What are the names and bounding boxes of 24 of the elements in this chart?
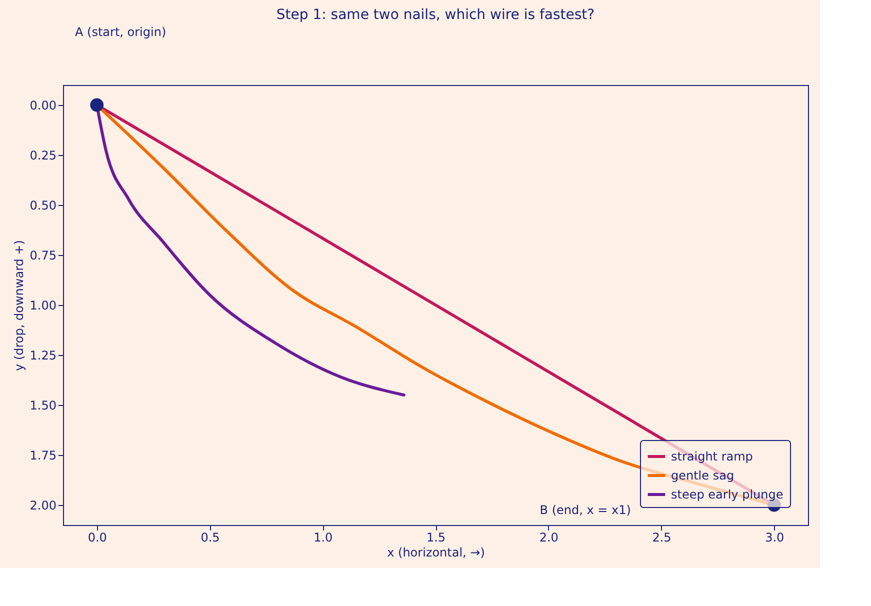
legend-label: gentle sag xyxy=(671,468,734,482)
y-tick-label: 0.50 xyxy=(30,198,56,212)
y-axis-title: y (drop, downward +) xyxy=(12,240,26,371)
y-tick-label: 0.25 xyxy=(30,148,56,162)
legend-label: steep early plunge xyxy=(671,488,784,502)
y-tick-label: 1.00 xyxy=(30,298,56,312)
x-tick-label: 0.0 xyxy=(88,530,107,544)
y-tick-label: 1.75 xyxy=(30,448,56,462)
y-tick-label: 1.50 xyxy=(30,398,56,412)
chart-title: Step 1: same two nails, which wire is fastest? xyxy=(276,7,595,23)
annotation: B (end, x = x1) xyxy=(540,503,631,517)
x-tick-label: 0.5 xyxy=(200,530,220,544)
x-tick-label: 2.0 xyxy=(539,530,558,544)
text: A (start, origin) xyxy=(75,25,166,39)
x-tick-label: 3.0 xyxy=(765,530,784,544)
y-tick-label: 0.00 xyxy=(30,98,56,112)
y-tick-label: 1.25 xyxy=(30,348,56,362)
x-tick-label: 2.5 xyxy=(652,530,672,544)
x-tick-label: 1.5 xyxy=(426,530,446,544)
legend-label: straight ramp xyxy=(671,450,753,464)
y-tick-label: 0.75 xyxy=(30,248,56,262)
x-axis-title: x (horizontal, →) xyxy=(387,546,485,560)
x-tick-label: 1.0 xyxy=(314,530,333,544)
y-tick-label: 2.00 xyxy=(30,498,56,512)
